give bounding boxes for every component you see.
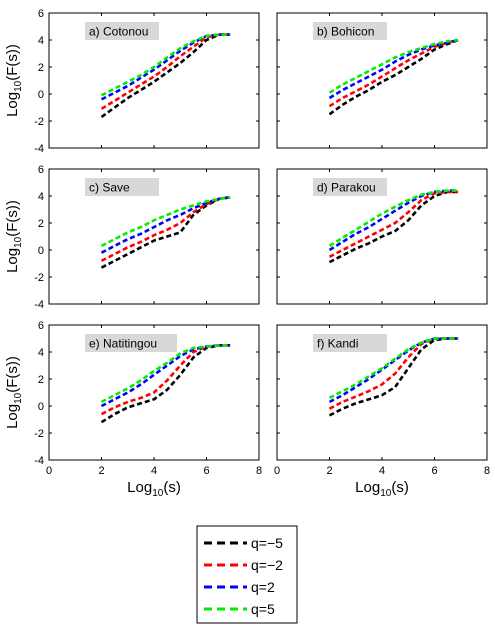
y-axis-label: Log10(F(s)): [4, 356, 24, 429]
panel-label-box: [313, 22, 387, 40]
x-tick-label: 0: [274, 465, 280, 477]
x-tick-label: 8: [256, 465, 262, 477]
panel-label-box: [85, 22, 159, 40]
panel-label: d) Parakou: [317, 181, 376, 195]
series-line: [100, 33, 231, 110]
series-line: [100, 33, 231, 97]
series-line: [100, 33, 231, 101]
x-tick-label: 4: [379, 465, 385, 477]
y-tick-label: 0: [38, 245, 44, 257]
y-tick-label: -4: [34, 455, 44, 467]
legend-label: q=5: [251, 601, 275, 617]
panel-label: f) Kandi: [317, 337, 358, 351]
panel-1: -4 -2 0 2 4 6 a) Cotonou: [34, 8, 260, 155]
series-line: [328, 38, 459, 116]
series-line: [328, 337, 459, 404]
series-line: [328, 337, 459, 400]
legend-label: q=−2: [251, 557, 283, 573]
y-tick-label: -2: [34, 116, 44, 128]
y-tick-label: -4: [34, 299, 44, 311]
y-tick-label: 2: [38, 62, 44, 74]
y-tick-label: 6: [38, 320, 44, 332]
panel-4: d) Parakou: [276, 168, 488, 305]
series-line: [328, 38, 459, 100]
y-tick-label: 4: [38, 191, 44, 203]
panel-6: 0 2 4 6 8 f) Kandi: [274, 324, 490, 477]
y-axis-label: Log10(F(s)): [4, 44, 24, 117]
panel-label-box: [85, 334, 177, 352]
panel-label: a) Cotonou: [89, 25, 148, 39]
panel-label-box: [313, 178, 387, 196]
series-line: [328, 337, 459, 410]
legend-label: q=2: [251, 579, 275, 595]
panel-label-box: [85, 178, 159, 196]
series-line: [328, 190, 459, 258]
y-tick-label: 0: [38, 401, 44, 413]
series-line: [328, 190, 459, 264]
x-tick-label: 8: [484, 465, 490, 477]
y-tick-label: 2: [38, 374, 44, 386]
y-tick-label: -2: [34, 272, 44, 284]
y-tick-label: 6: [38, 8, 44, 20]
series-line: [328, 38, 459, 108]
panel-label: c) Save: [89, 181, 130, 195]
y-tick-label: 4: [38, 347, 44, 359]
panel-3: -4 -2 0 2 4 6 c) Save: [34, 164, 260, 311]
series-line: [328, 38, 459, 94]
series-line: [100, 343, 231, 408]
x-tick-label: 0: [46, 465, 52, 477]
series-line: [328, 337, 459, 417]
x-tick-label: 2: [98, 465, 104, 477]
panel-5: 0 2 4 6 8 -4 -2 0 2 4 6 e) Natitingou: [34, 320, 262, 477]
series-line: [100, 33, 231, 119]
series-line: [100, 343, 231, 404]
series-line: [100, 196, 231, 254]
y-tick-label: 0: [38, 89, 44, 101]
legend: q=−5 q=−2 q=2 q=5: [196, 525, 298, 624]
panel-label: e) Natitingou: [89, 337, 157, 351]
panel-label: b) Bohicon: [317, 25, 374, 39]
x-tick-label: 6: [431, 465, 437, 477]
y-axis-label: Log10(F(s)): [4, 200, 24, 273]
panel-label-box: [313, 334, 387, 352]
y-tick-label: 4: [38, 35, 44, 47]
y-tick-label: -2: [34, 428, 44, 440]
x-tick-label: 4: [151, 465, 157, 477]
series-line: [100, 196, 231, 248]
x-tick-label: 6: [203, 465, 209, 477]
series-line: [328, 189, 459, 248]
y-tick-label: 2: [38, 218, 44, 230]
legend-label: q=−5: [251, 535, 283, 551]
y-tick-label: 6: [38, 164, 44, 176]
x-axis-label: Log10(s): [355, 479, 409, 499]
panel-2: b) Bohicon: [276, 12, 488, 149]
x-axis-label: Log10(s): [127, 479, 181, 499]
x-tick-label: 2: [326, 465, 332, 477]
y-tick-label: -4: [34, 143, 44, 155]
